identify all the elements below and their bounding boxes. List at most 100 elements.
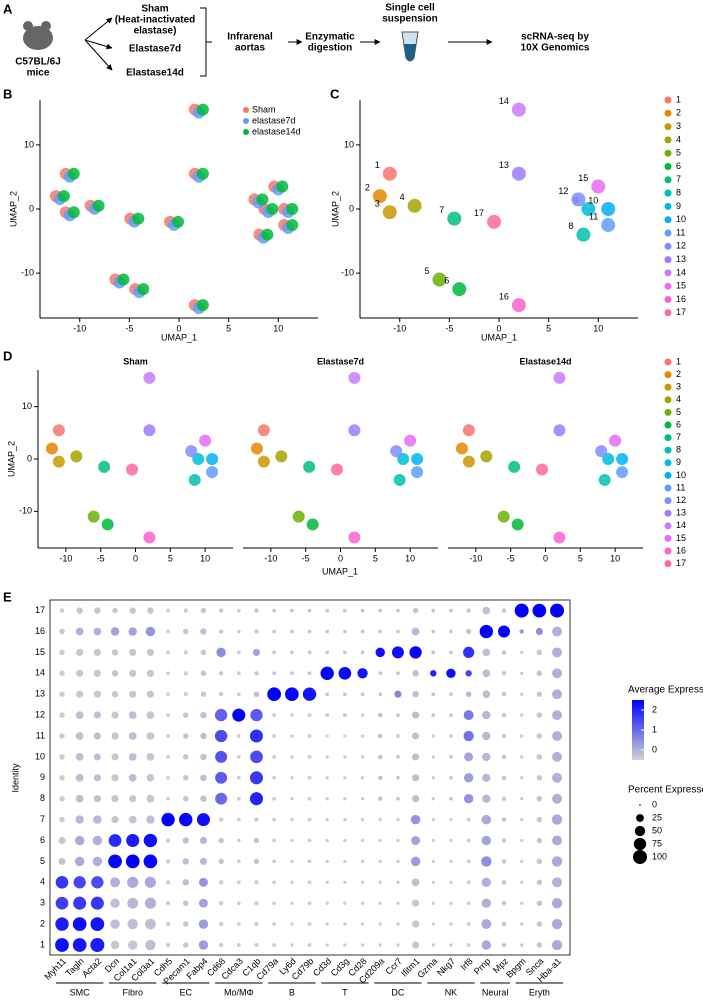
dot (146, 669, 154, 677)
dot (290, 817, 294, 822)
cluster-point (508, 460, 521, 473)
dot (272, 901, 277, 906)
dot (59, 649, 65, 656)
y-tick-label: 10 (35, 751, 45, 761)
y-tick-label: 13 (35, 689, 45, 699)
cluster-point (87, 510, 100, 523)
dot (536, 795, 543, 802)
dot (431, 817, 435, 822)
dot (111, 795, 119, 803)
dot (127, 940, 138, 950)
dot (198, 877, 208, 887)
dot (110, 877, 120, 888)
cluster-point (455, 442, 468, 455)
dot (72, 917, 87, 931)
cluster-point (196, 103, 209, 116)
dot (200, 753, 207, 761)
step-label: aortas (235, 43, 265, 54)
cluster-point (67, 206, 80, 219)
dot (290, 734, 294, 738)
cluster-point (462, 455, 475, 468)
dot (431, 776, 435, 780)
dot (378, 838, 382, 843)
dot (198, 919, 209, 929)
dot (166, 650, 170, 655)
dot (307, 901, 312, 906)
bracket (200, 7, 212, 77)
y-tick-label: 15 (35, 647, 45, 657)
legend-label: 17 (676, 558, 686, 568)
cluster-label: 15 (578, 173, 588, 183)
dot (272, 629, 277, 634)
legend-label: 11 (676, 482, 685, 492)
x-tick-label: 5 (373, 553, 378, 563)
dot (396, 880, 400, 884)
dot (343, 859, 347, 864)
legend-swatch (664, 269, 672, 277)
dot (482, 710, 491, 720)
legend-label: 12 (676, 241, 686, 251)
dot (166, 755, 170, 759)
dot (501, 671, 507, 676)
dot (218, 880, 224, 885)
cluster-point (598, 473, 611, 486)
cluster-point (206, 466, 219, 479)
x-tick-label: 10 (200, 553, 210, 563)
x-tick-label: Nkg7 (435, 956, 457, 978)
dot (431, 943, 435, 947)
dot (520, 943, 524, 947)
dot (290, 922, 294, 926)
cluster-point (206, 453, 219, 465)
cluster-label: 6 (444, 276, 449, 286)
dot (254, 942, 259, 948)
dot (325, 859, 329, 864)
legend-swatch (664, 459, 672, 467)
legend-swatch (664, 446, 672, 454)
x-tick-label: 0 (496, 323, 501, 333)
legend-label: 6 (676, 161, 681, 171)
dot (552, 835, 562, 846)
dot (236, 859, 241, 864)
cluster-point (462, 424, 475, 437)
dot (200, 628, 207, 635)
cluster-point (348, 531, 361, 544)
cluster-point (511, 102, 526, 117)
dot (552, 751, 562, 762)
workflow-graphics (23, 7, 493, 77)
group-label: (Heat-inactivated (115, 15, 196, 26)
group-label: EC (180, 987, 193, 997)
dot (126, 833, 140, 848)
dot (74, 856, 85, 867)
dot (343, 629, 347, 634)
dot (378, 880, 382, 884)
dot (290, 901, 294, 905)
cluster-point (117, 273, 130, 286)
dot (520, 755, 524, 759)
dot (343, 713, 347, 717)
dot (182, 733, 189, 739)
dot (290, 755, 294, 759)
dot (307, 734, 312, 738)
x-tick-label: 0 (133, 553, 138, 563)
cluster-point (257, 455, 270, 468)
cluster-point (45, 442, 58, 455)
cluster-point (553, 371, 566, 384)
dot (449, 922, 453, 926)
step-label: Enzymatic (305, 32, 355, 43)
dot (378, 629, 383, 634)
dot (93, 627, 102, 636)
dot (360, 734, 365, 738)
cluster-point (390, 445, 403, 458)
x-tick-label: Cd3d (311, 956, 333, 978)
x-axis-label: UMAP_1 (161, 332, 197, 342)
dot (272, 922, 277, 926)
dot (111, 649, 119, 656)
dot (325, 901, 329, 905)
dot (253, 837, 260, 844)
dot (375, 647, 385, 658)
dot (232, 708, 246, 722)
dot (378, 608, 383, 613)
dot (431, 755, 435, 759)
cluster-point (536, 463, 549, 476)
y-tick-label: -10 (19, 506, 32, 516)
